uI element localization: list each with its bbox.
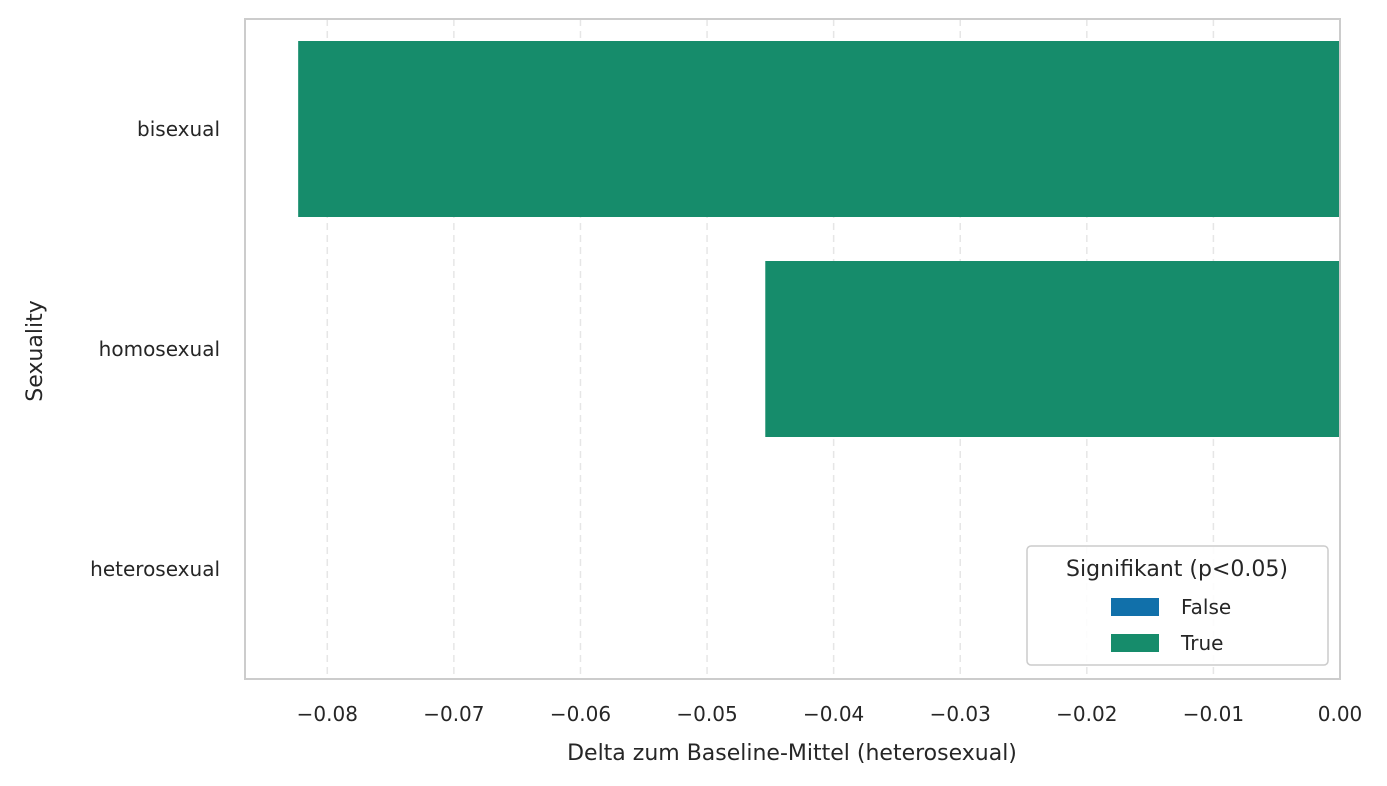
legend-label-true: True bbox=[1180, 631, 1223, 655]
legend-swatch-false bbox=[1111, 598, 1159, 616]
x-tick-label: −0.02 bbox=[1056, 702, 1117, 726]
y-tick-label-heterosexual: heterosexual bbox=[90, 557, 220, 581]
y-tick-label-homosexual: homosexual bbox=[99, 337, 220, 361]
x-tick-label: −0.03 bbox=[930, 702, 991, 726]
x-tick-label: −0.04 bbox=[803, 702, 864, 726]
legend-swatch-true bbox=[1111, 634, 1159, 652]
x-tick-label: −0.06 bbox=[550, 702, 611, 726]
bar-bisexual bbox=[298, 41, 1341, 217]
y-axis-label: Sexuality bbox=[23, 300, 48, 401]
x-axis-label: Delta zum Baseline-Mittel (heterosexual) bbox=[567, 741, 1017, 766]
x-tick-labels: −0.08 −0.07 −0.06 −0.05 −0.04 −0.03 −0.02 −0.01… bbox=[297, 702, 1363, 726]
y-tick-labels: bisexual homosexual heterosexual bbox=[90, 117, 220, 581]
legend-box bbox=[1026, 545, 1329, 666]
plot-frame bbox=[244, 18, 1341, 680]
x-tick-label: −0.05 bbox=[676, 702, 737, 726]
bar-layer bbox=[298, 41, 1341, 437]
x-tick-label: 0.00 bbox=[1318, 702, 1363, 726]
x-tick-label: −0.01 bbox=[1183, 702, 1244, 726]
legend: Signifikant (p<0.05) False True bbox=[1026, 545, 1329, 666]
x-tick-label: −0.08 bbox=[297, 702, 358, 726]
y-tick-label-bisexual: bisexual bbox=[137, 117, 220, 141]
legend-label-false: False bbox=[1181, 595, 1231, 619]
bar-homosexual bbox=[765, 261, 1340, 437]
legend-title: Signifikant (p<0.05) bbox=[1066, 557, 1288, 582]
x-tick-label: −0.07 bbox=[423, 702, 484, 726]
